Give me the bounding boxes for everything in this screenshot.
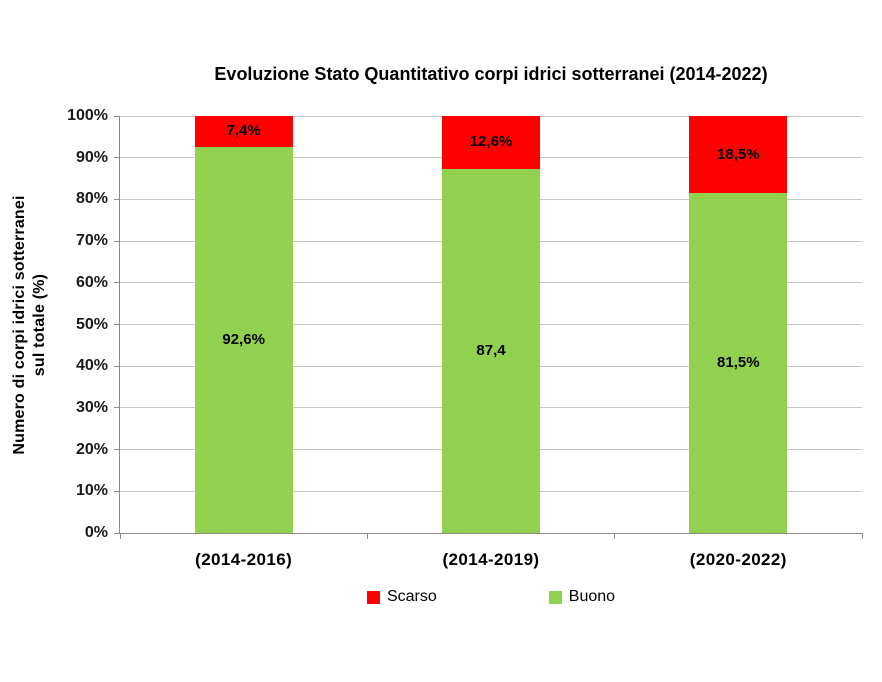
chart-title: Evoluzione Stato Quantitativo corpi idri… — [214, 64, 768, 84]
legend-swatch-icon — [548, 590, 562, 604]
bar-segment-buono — [442, 168, 540, 533]
legend-item-scarso: Scarso — [366, 588, 437, 606]
x-tick-mark — [861, 533, 863, 539]
bar-segment-scarso — [194, 116, 293, 147]
x-tick-mark — [119, 533, 121, 539]
legend-swatch-icon — [366, 590, 380, 604]
y-tick-mark — [114, 449, 120, 451]
y-axis-line — [119, 116, 120, 533]
legend-label: Buono — [568, 588, 616, 605]
data-label-scarso: 12,6% — [469, 133, 513, 151]
y-tick-label: 70% — [75, 232, 108, 250]
data-label-scarso: 18,5% — [717, 145, 760, 163]
y-tick-label: 80% — [75, 190, 108, 208]
bar-segment-buono — [194, 146, 293, 533]
y-tick-label: 100% — [67, 107, 108, 124]
bar-segment-buono — [689, 193, 788, 533]
y-tick-mark — [114, 115, 120, 117]
x-tick-mark — [366, 533, 368, 539]
y-tick-mark — [114, 198, 120, 200]
data-label-buono: 87,4 — [476, 341, 506, 359]
y-tick-label: 60% — [75, 273, 108, 291]
legend-label: Scarso — [386, 588, 437, 605]
y-tick-label: 20% — [75, 440, 108, 458]
y-tick-label: 0% — [84, 524, 108, 541]
x-category-label: (2014-2019) — [442, 550, 540, 569]
data-label-scarso: 7,4% — [226, 122, 261, 140]
y-tick-mark — [114, 490, 120, 492]
y-tick-label: 90% — [75, 148, 108, 166]
data-label-buono: 81,5% — [717, 354, 760, 372]
y-tick-mark — [114, 240, 120, 242]
x-tick-mark — [614, 533, 616, 539]
y-tick-mark — [114, 157, 120, 159]
legend-item-buono: Buono — [548, 588, 616, 606]
y-tick-mark — [114, 532, 120, 534]
x-category-label: (2014-2016) — [195, 550, 293, 569]
x-axis-line — [119, 533, 862, 534]
y-tick-label: 10% — [75, 482, 108, 500]
y-tick-mark — [114, 282, 120, 284]
legend: Scarso Buono — [120, 588, 862, 606]
y-tick-label: 40% — [75, 357, 108, 375]
y-tick-mark — [114, 365, 120, 367]
x-category-label: (2020-2022) — [689, 550, 787, 569]
bar-segment-scarso — [442, 116, 540, 169]
y-tick-label: 50% — [75, 315, 108, 333]
y-tick-mark — [114, 407, 120, 409]
y-tick-mark — [114, 324, 120, 325]
data-label-buono: 92,6% — [222, 330, 265, 348]
y-tick-label: 30% — [75, 398, 108, 416]
bar-segment-scarso — [689, 116, 788, 194]
